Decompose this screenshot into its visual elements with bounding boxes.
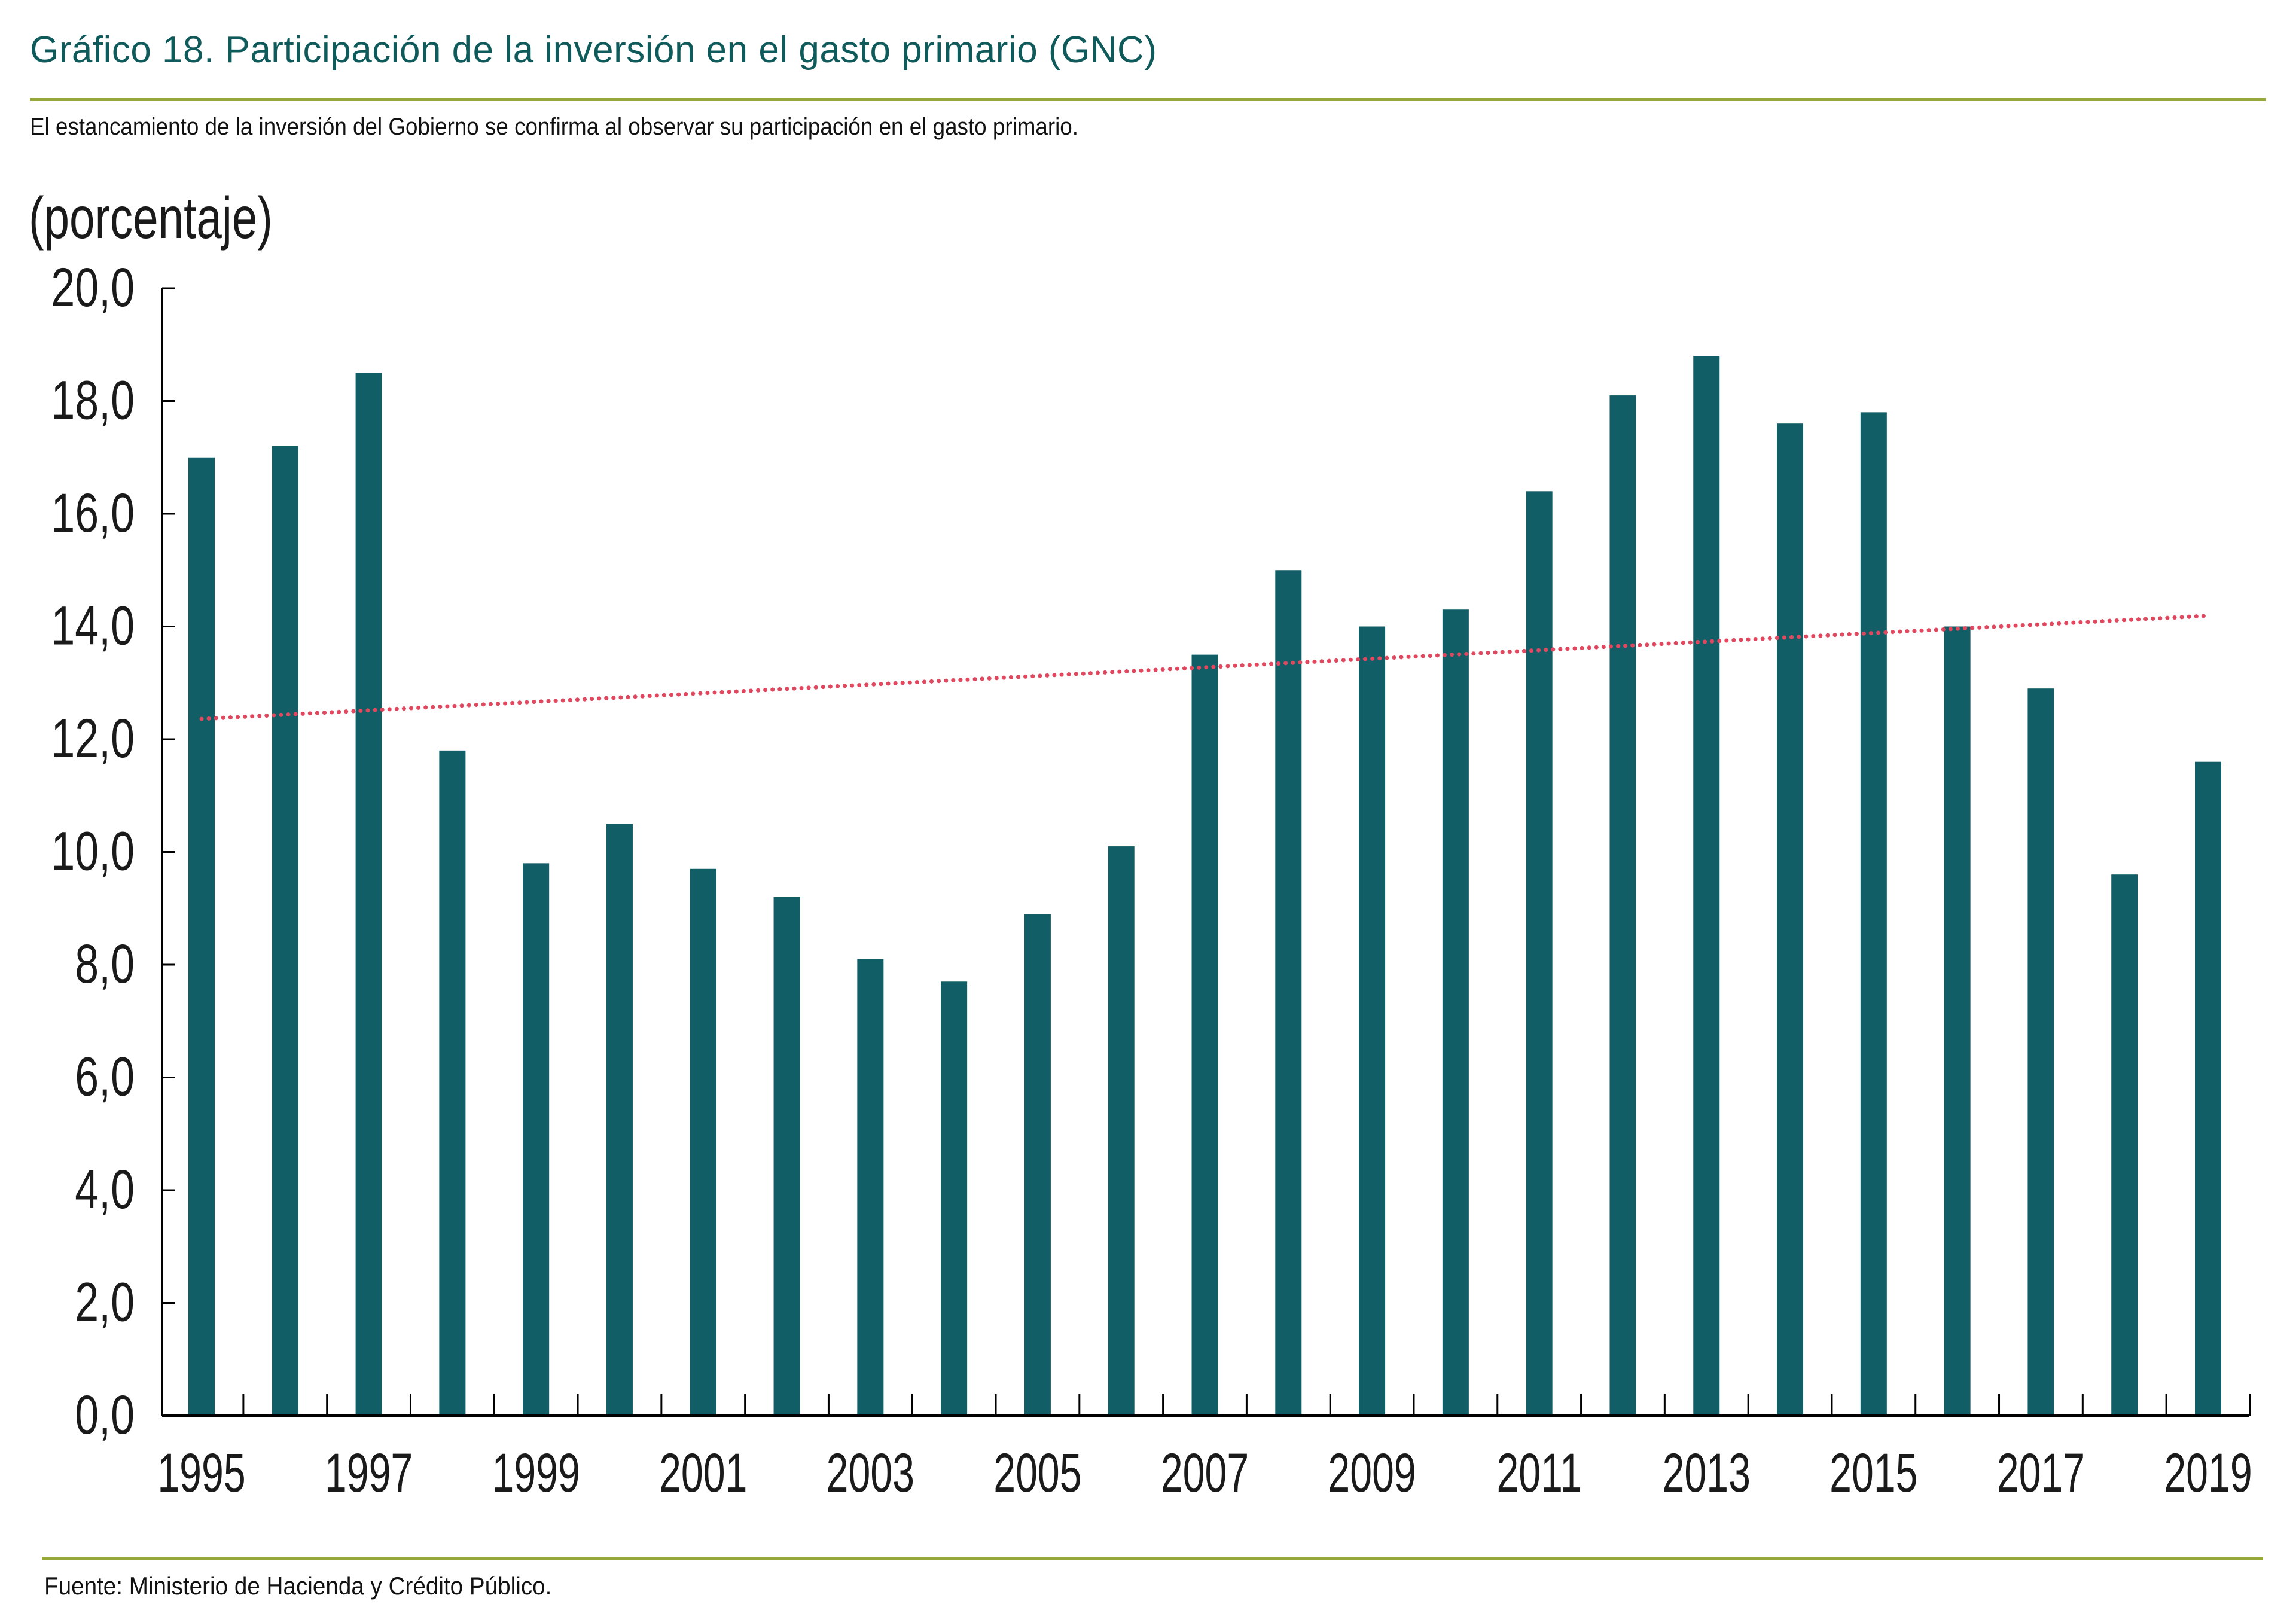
trend-line-path (199, 614, 2210, 721)
bar-2004 (941, 981, 968, 1416)
x-tick-label: 2009 (1328, 1441, 1416, 1503)
x-tick-label: 1997 (325, 1441, 413, 1503)
x-tick-label: 2015 (1830, 1441, 1917, 1503)
y-tick-label: 2,0 (75, 1272, 135, 1333)
y-tick-label: 6,0 (75, 1046, 135, 1108)
bar-2010 (1442, 609, 1469, 1416)
bar-2007 (1191, 654, 1218, 1416)
bar-2013 (1693, 356, 1720, 1416)
y-tick-label: 14,0 (51, 595, 135, 657)
y-tick-label: 8,0 (75, 933, 135, 995)
bar-1999 (523, 863, 550, 1416)
x-tick-label: 1995 (157, 1441, 245, 1503)
bar-2008 (1275, 570, 1302, 1416)
source-note: Fuente: Ministerio de Hacienda y Crédito… (44, 1572, 552, 1600)
y-axis-unit-label: (porcentaje) (29, 185, 273, 251)
y-tick-label: 16,0 (51, 482, 135, 544)
bar-1997 (355, 373, 382, 1416)
bar-1995 (188, 457, 215, 1416)
x-tick-label: 2011 (1496, 1441, 1581, 1503)
bar-2009 (1359, 626, 1386, 1416)
bar-2015 (1860, 412, 1887, 1416)
trend-line (199, 614, 2210, 721)
y-tick-label: 18,0 (51, 370, 135, 431)
bar-2011 (1526, 491, 1553, 1416)
footer-divider (42, 1557, 2263, 1560)
x-tick-label: 1999 (492, 1441, 580, 1503)
y-axis-ticks: 0,0 2,0 4,0 6,0 8,0 10,0 12,0 14,0 16,0 18,0 20,0 (51, 257, 175, 1446)
x-tick-label: 2013 (1663, 1441, 1751, 1503)
x-axis-ticks: 1995 1997 1999 2001 2003 2005 2007 2009 2011 2013… (157, 1394, 2252, 1504)
chart-title: Gráfico 18. Participación de la inversió… (30, 29, 1157, 71)
axes (161, 288, 2249, 1417)
x-tick-label: 2019 (2164, 1441, 2252, 1503)
bar-2003 (857, 959, 884, 1416)
bar-2005 (1024, 914, 1051, 1416)
y-tick-label: 4,0 (75, 1158, 135, 1220)
bar-2002 (773, 897, 800, 1416)
x-tick-label: 2003 (827, 1441, 914, 1503)
bars (188, 356, 2221, 1416)
y-tick-label: 20,0 (51, 257, 135, 318)
bar-2001 (690, 868, 716, 1416)
bar-2006 (1108, 846, 1135, 1416)
bar-2012 (1609, 395, 1636, 1416)
x-tick-label: 2017 (1997, 1441, 2085, 1503)
y-tick-label: 0,0 (75, 1384, 135, 1446)
x-tick-label: 2007 (1161, 1441, 1249, 1503)
x-tick-label: 2005 (993, 1441, 1081, 1503)
y-tick-label: 12,0 (51, 708, 135, 769)
bar-2014 (1777, 423, 1804, 1416)
bar-1998 (439, 750, 466, 1416)
title-divider (30, 98, 2266, 101)
x-tick-label: 2001 (659, 1441, 747, 1503)
y-tick-label: 10,0 (51, 821, 135, 882)
bar-1996 (272, 446, 298, 1416)
bar-2017 (2027, 688, 2054, 1416)
bar-2016 (1944, 626, 1971, 1416)
chart-subtitle: El estancamiento de la inversión del Gob… (30, 114, 1079, 140)
bar-2000 (606, 824, 633, 1416)
bar-2018 (2111, 874, 2138, 1416)
bar-2019 (2195, 761, 2221, 1416)
